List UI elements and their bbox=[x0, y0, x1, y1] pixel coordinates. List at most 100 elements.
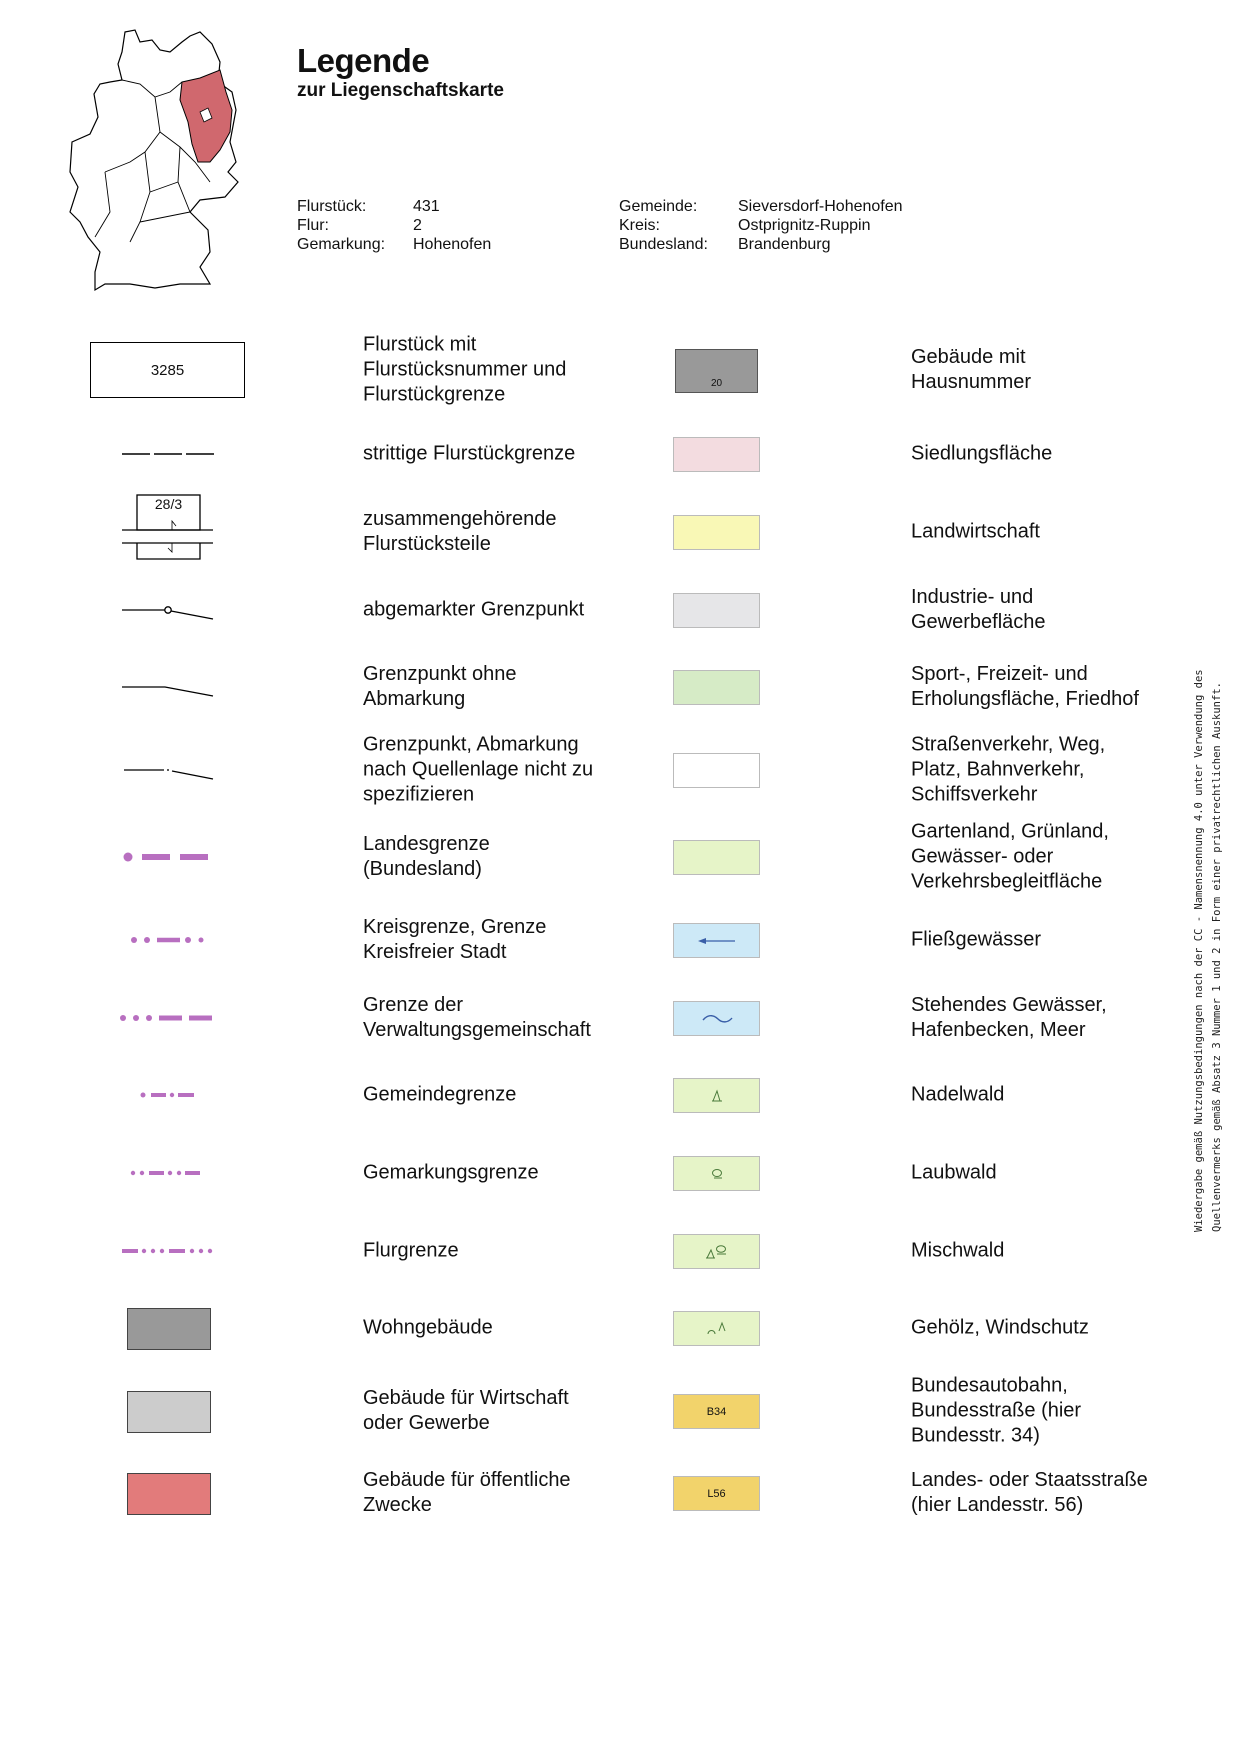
legend-row: 3285 Flurstück mit Flurstücksnummer und F… bbox=[0, 325, 1160, 415]
landuse-swatch: L56 bbox=[673, 1476, 760, 1511]
boundary-symbol bbox=[88, 740, 248, 800]
info-label: Gemarkung: bbox=[297, 236, 386, 253]
info-value: Hohenofen bbox=[413, 236, 492, 253]
legend-row: abgemarkter Grenzpunkt Industrie- und Gew… bbox=[0, 565, 1160, 655]
landuse-swatch bbox=[673, 923, 760, 958]
legend-label: Gemarkungsgrenze bbox=[363, 1161, 539, 1184]
legend-row: Gemarkungsgrenze Laubwald bbox=[0, 1128, 1160, 1218]
info-value: Brandenburg bbox=[738, 236, 831, 253]
legend-label: Gebäude mit Hausnummer bbox=[911, 346, 1032, 393]
building-swatch bbox=[127, 1391, 211, 1433]
germany-outline bbox=[69, 29, 239, 292]
building-number-swatch: 20 bbox=[675, 349, 758, 393]
legend-label: Gehölz, Windschutz bbox=[911, 1316, 1089, 1339]
info-value: 431 bbox=[413, 198, 440, 215]
boundary-symbol bbox=[88, 424, 248, 484]
legend-row: Kreisgrenze, Grenze Kreisfreier Stadt Fli… bbox=[0, 895, 1160, 985]
legend-label: Landes- oder Staatsstraße (hier Landesst… bbox=[911, 1469, 1148, 1516]
parcel-number: 28/3 bbox=[154, 496, 183, 512]
boundary-symbol bbox=[88, 1065, 248, 1125]
legend-label: Wohngebäude bbox=[363, 1316, 493, 1339]
building-swatch bbox=[127, 1308, 211, 1350]
legend-label: Nadelwald bbox=[911, 1083, 1005, 1106]
info-value: 2 bbox=[413, 217, 422, 234]
legend-label: Flurgrenze bbox=[363, 1239, 459, 1262]
swatch-label: 20 bbox=[710, 378, 723, 389]
legend-label: Gebäude für Wirtschaft oder Gewerbe bbox=[363, 1387, 569, 1434]
legend-label: Siedlungsfläche bbox=[911, 442, 1053, 465]
legend-row: 28/3 zusammengehörende Flurstücksteile Lan… bbox=[0, 487, 1160, 577]
credit-notice: Wiedergabe gemäß Nutzungsbedingungen nac… bbox=[1190, 669, 1226, 1232]
page-title: Legende bbox=[297, 42, 430, 79]
landuse-swatch bbox=[673, 753, 760, 788]
boundary-symbol bbox=[88, 910, 248, 970]
swatch-label: L56 bbox=[707, 1487, 726, 1500]
boundary-symbol bbox=[88, 1221, 248, 1281]
landuse-swatch bbox=[673, 437, 760, 472]
page-subtitle: zur Liegenschaftskarte bbox=[297, 80, 504, 101]
arrow-left-icon bbox=[695, 935, 739, 947]
parcel-number: 3285 bbox=[150, 361, 185, 379]
legend-row: Flurgrenze Mischwald bbox=[0, 1206, 1160, 1296]
legend-label: zusammengehörende Flurstücksteile bbox=[363, 508, 557, 555]
credit-line: Quellenvermerks gemäß Absatz 3 Nummer 1 … bbox=[1211, 682, 1223, 1232]
legend-label: Kreisgrenze, Grenze Kreisfreier Stadt bbox=[363, 916, 547, 963]
info-label: Gemeinde: bbox=[619, 198, 698, 215]
boundary-symbol bbox=[88, 988, 248, 1048]
legend-label: Sport-, Freizeit- und Erholungsfläche, F… bbox=[911, 663, 1139, 710]
legend-label: Fließgewässer bbox=[911, 928, 1042, 951]
legend-row: strittige Flurstückgrenze Siedlungsfläche bbox=[0, 409, 1160, 499]
legend-label: Landwirtschaft bbox=[911, 520, 1040, 543]
mixed-forest-icon bbox=[705, 1244, 729, 1260]
legend-label: Gebäude für öffentliche Zwecke bbox=[363, 1469, 571, 1516]
info-value: Sieversdorf-Hohenofen bbox=[738, 198, 903, 215]
boundary-symbol bbox=[88, 657, 248, 717]
landuse-swatch bbox=[673, 1234, 760, 1269]
legend-label: Gemeindegrenze bbox=[363, 1083, 517, 1106]
legend-label: Straßenverkehr, Weg, Platz, Bahnverkehr,… bbox=[911, 733, 1106, 806]
legend-row: Grenzpunkt, Abmarkung nach Quellenlage n… bbox=[0, 725, 1160, 815]
wave-icon bbox=[699, 1012, 735, 1026]
parcel-symbol: 3285 bbox=[90, 342, 245, 398]
legend-label: Industrie- und Gewerbefläche bbox=[911, 586, 1046, 633]
legend-label: Flurstück mit Flurstücksnummer und Flurs… bbox=[363, 333, 567, 406]
legend-label: Gartenland, Grünland, Gewässer- oder Ver… bbox=[911, 820, 1109, 893]
legend-label: Grenze der Verwaltungsgemeinschaft bbox=[363, 994, 591, 1041]
landuse-swatch bbox=[673, 670, 760, 705]
credit-line: Wiedergabe gemäß Nutzungsbedingungen nac… bbox=[1193, 669, 1205, 1232]
info-label: Kreis: bbox=[619, 217, 660, 234]
deciduous-icon bbox=[710, 1167, 724, 1181]
germany-map bbox=[69, 29, 239, 292]
legend-label: Laubwald bbox=[911, 1161, 997, 1184]
landuse-swatch bbox=[673, 515, 760, 550]
legend-row: Wohngebäude Gehölz, Windschutz bbox=[0, 1283, 1160, 1373]
landuse-swatch: B34 bbox=[673, 1394, 760, 1429]
landuse-swatch bbox=[673, 840, 760, 875]
legend-row: Gemeindegrenze Nadelwald bbox=[0, 1050, 1160, 1140]
legend-label: Landesgrenze (Bundesland) bbox=[363, 833, 490, 880]
legend-label: strittige Flurstückgrenze bbox=[363, 442, 576, 465]
legend-label: abgemarkter Grenzpunkt bbox=[363, 598, 585, 621]
landuse-swatch bbox=[673, 593, 760, 628]
joined-parcel-symbol: 28/3 bbox=[88, 494, 248, 562]
legend-row: Landesgrenze (Bundesland) Gartenland, Grü… bbox=[0, 812, 1160, 902]
info-label: Bundesland: bbox=[619, 236, 708, 253]
legend-label: Mischwald bbox=[911, 1239, 1005, 1262]
berlin-hole bbox=[199, 107, 213, 123]
legend-row: Grenzpunkt ohne Abmarkung Sport-, Freizei… bbox=[0, 642, 1160, 732]
info-label: Flur: bbox=[297, 217, 329, 234]
legend-row: Gebäude für Wirtschaft oder Gewerbe B34 Bu… bbox=[0, 1366, 1160, 1456]
legend-row: Gebäude für öffentliche Zwecke L56 Landes-… bbox=[0, 1448, 1160, 1538]
shrub-icon bbox=[705, 1321, 729, 1337]
legend-label: Bundesautobahn, Bundesstraße (hier Bunde… bbox=[911, 1374, 1082, 1447]
landuse-swatch bbox=[673, 1311, 760, 1346]
legend-label: Grenzpunkt, Abmarkung nach Quellenlage n… bbox=[363, 733, 594, 806]
swatch-label: B34 bbox=[706, 1405, 727, 1418]
boundary-symbol bbox=[88, 1143, 248, 1203]
landuse-swatch bbox=[673, 1156, 760, 1191]
info-label: Flurstück: bbox=[297, 198, 367, 215]
landuse-swatch bbox=[673, 1078, 760, 1113]
legend-label: Grenzpunkt ohne Abmarkung bbox=[363, 663, 517, 710]
landuse-swatch bbox=[673, 1001, 760, 1036]
building-swatch bbox=[127, 1473, 211, 1515]
